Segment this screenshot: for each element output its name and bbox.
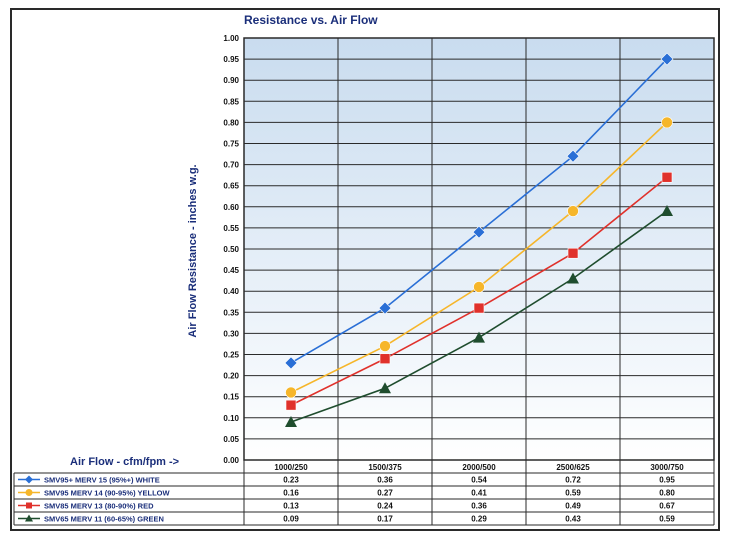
data-point <box>661 171 673 183</box>
x-category-label: 1500/375 <box>368 463 402 472</box>
y-tick-label: 0.65 <box>223 182 239 191</box>
data-point <box>567 205 579 217</box>
table-cell-value: 0.59 <box>565 489 581 498</box>
table-cell-value: 0.43 <box>565 515 581 524</box>
data-point <box>661 205 673 217</box>
y-tick-label: 0.00 <box>223 456 239 465</box>
y-tick-label: 0.90 <box>223 76 239 85</box>
legend-entry: SMV65 MERV 11 (60-65%) GREEN <box>44 515 164 524</box>
data-point <box>472 225 486 239</box>
legend-entry: SMV95 MERV 14 (90-95%) YELLOW <box>44 489 171 498</box>
data-point <box>285 416 297 428</box>
y-tick-label: 0.10 <box>223 414 239 423</box>
y-tick-label: 1.00 <box>223 34 239 43</box>
circle-icon <box>25 489 33 496</box>
data-point <box>473 331 485 343</box>
table-cell-value: 0.59 <box>659 515 675 524</box>
square-icon <box>26 502 32 509</box>
y-tick-label: 0.15 <box>223 393 239 402</box>
diamond-icon <box>25 475 33 484</box>
data-point <box>473 281 485 293</box>
table-cell-value: 0.16 <box>283 489 299 498</box>
legend-entry: SMV95+ MERV 15 (95%+) WHITE <box>44 476 160 485</box>
y-tick-label: 0.70 <box>223 161 239 170</box>
table-cell-value: 0.80 <box>659 489 675 498</box>
y-tick-label: 0.75 <box>223 140 239 149</box>
data-point <box>567 247 579 259</box>
data-point <box>566 149 580 163</box>
table-cell-value: 0.13 <box>283 502 299 511</box>
x-category-label: 1000/250 <box>274 463 308 472</box>
table-cell-value: 0.09 <box>283 515 299 524</box>
table-cell-value: 0.36 <box>471 502 487 511</box>
data-point <box>284 356 298 370</box>
data-point <box>378 301 392 315</box>
y-tick-label: 0.35 <box>223 308 239 317</box>
table-cell-value: 0.49 <box>565 502 581 511</box>
table-cell-value: 0.17 <box>377 515 393 524</box>
data-point <box>661 116 673 129</box>
data-point <box>379 353 391 365</box>
y-tick-label: 0.20 <box>223 372 239 381</box>
y-tick-label: 0.25 <box>223 351 239 360</box>
y-tick-label: 0.40 <box>223 287 239 296</box>
data-point <box>285 399 297 411</box>
data-point <box>473 302 485 314</box>
table-cell-value: 0.72 <box>565 476 581 485</box>
data-point <box>660 52 674 66</box>
data-point <box>285 386 297 399</box>
y-tick-label: 0.50 <box>223 245 239 254</box>
y-tick-label: 0.80 <box>223 118 239 127</box>
triangle-icon <box>25 514 33 522</box>
table-cell-value: 0.23 <box>283 476 299 485</box>
table-cell-value: 0.29 <box>471 515 487 524</box>
x-category-label: 2000/500 <box>462 463 496 472</box>
x-axis-label: Air Flow - cfm/fpm -> <box>70 456 180 468</box>
data-point <box>567 272 579 284</box>
data-point <box>379 382 391 394</box>
table-cell-value: 0.27 <box>377 489 393 498</box>
y-tick-label: 0.60 <box>223 203 239 212</box>
y-tick-label: 0.95 <box>223 55 239 64</box>
table-cell-value: 0.67 <box>659 502 675 511</box>
y-tick-label: 0.45 <box>223 266 239 275</box>
y-tick-label: 0.85 <box>223 97 239 106</box>
x-category-label: 2500/625 <box>556 463 590 472</box>
chart-title: Resistance vs. Air Flow <box>244 13 378 27</box>
table-cell-value: 0.24 <box>377 502 393 511</box>
table-cell-value: 0.95 <box>659 476 675 485</box>
y-tick-label: 0.05 <box>223 435 239 444</box>
data-point <box>379 340 391 352</box>
y-tick-label: 0.55 <box>223 224 239 233</box>
legend-entry: SMV85 MERV 13 (80-90%) RED <box>44 502 154 511</box>
table-cell-value: 0.36 <box>377 476 393 485</box>
y-tick-label: 0.30 <box>223 329 239 338</box>
table-cell-value: 0.54 <box>471 476 487 485</box>
x-category-label: 3000/750 <box>650 463 684 472</box>
table-cell-value: 0.41 <box>471 489 487 498</box>
